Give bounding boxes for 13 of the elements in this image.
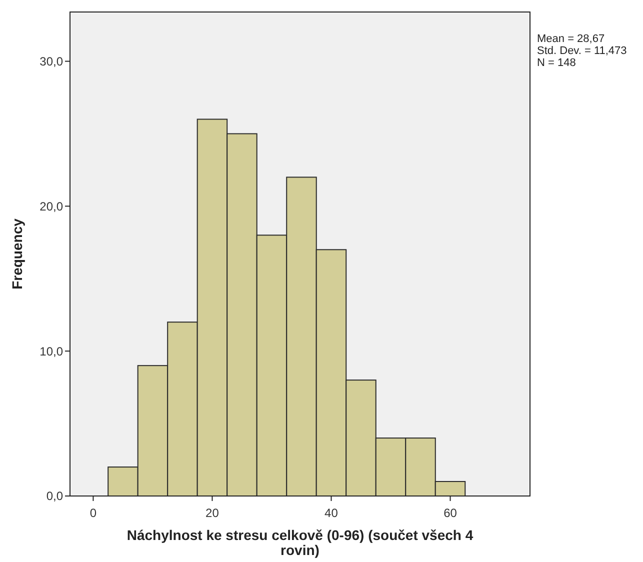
text: Mean = 28,67 xyxy=(537,33,605,45)
x-tick-label: 20 xyxy=(206,506,220,520)
y-axis-title: Frequency xyxy=(9,218,25,290)
text: Std. Dev. = 11,473 xyxy=(537,45,627,57)
y-tick-label: 20,0 xyxy=(40,199,64,214)
y-tick-label: 10,0 xyxy=(40,344,64,358)
y-tick-label: 0,0 xyxy=(46,489,64,504)
x-tick-label: 0 xyxy=(90,506,97,520)
x-axis-title: Náchylnost ke stresu celkově (0-96) (součet všech 4 rovin) xyxy=(126,527,474,558)
text: N = 148 xyxy=(537,57,576,69)
x-tick-label: 60 xyxy=(444,506,458,520)
x-tick-label: 40 xyxy=(324,506,338,520)
y-tick-label: 30,0 xyxy=(40,54,64,68)
